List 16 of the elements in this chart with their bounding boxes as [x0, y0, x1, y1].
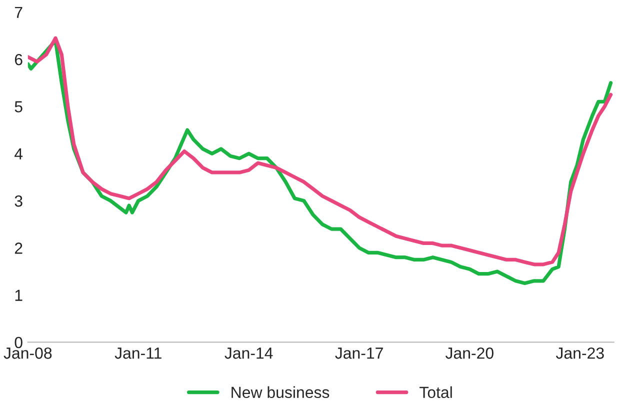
- y-tick-label: 3: [14, 195, 22, 207]
- x-tick-label: Jan-20: [446, 348, 494, 359]
- x-tick-label: Jan-23: [556, 348, 604, 359]
- x-tick-label: Jan-11: [114, 348, 162, 359]
- y-tick-label: 2: [14, 242, 22, 254]
- y-tick-label: 5: [14, 101, 22, 112]
- y-tick-label: 0: [14, 336, 22, 348]
- y-tick-label: 6: [14, 54, 22, 66]
- y-tick-label: 7: [14, 6, 22, 18]
- legend-label: Total: [420, 386, 452, 398]
- legend-label: New business: [232, 386, 330, 398]
- x-tick-label: Jan-14: [224, 348, 273, 359]
- x-tick-label: Jan-17: [335, 348, 383, 359]
- y-tick-label: 1: [15, 290, 22, 301]
- y-tick-label: 4: [14, 148, 23, 160]
- x-tick-label: Jan-08: [4, 348, 52, 359]
